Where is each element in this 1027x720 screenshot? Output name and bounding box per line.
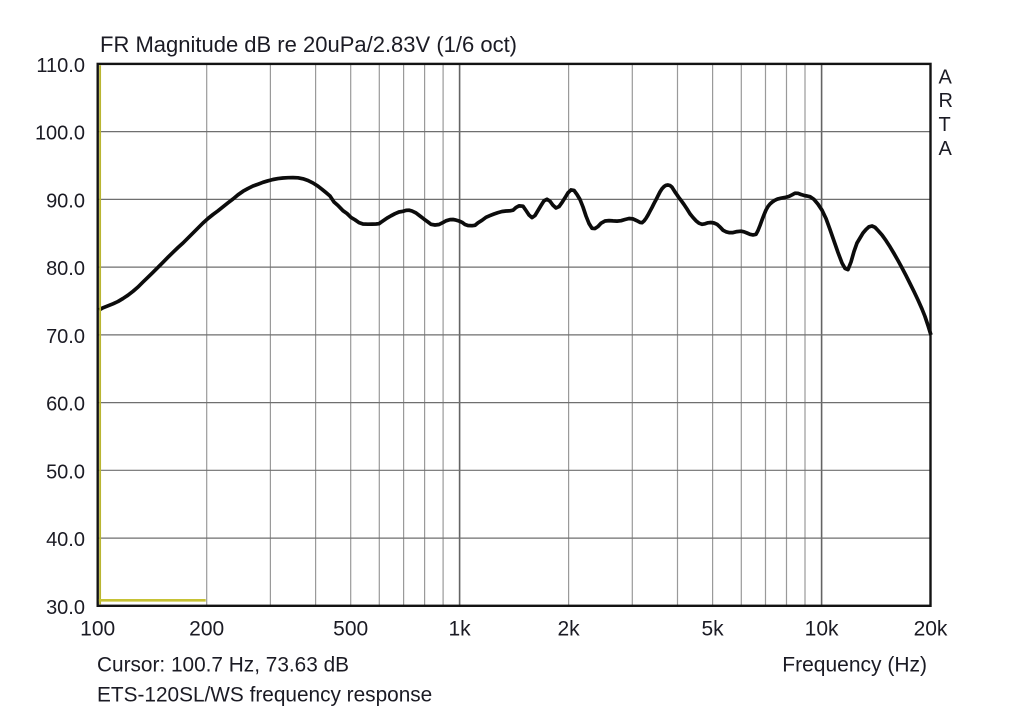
svg-text:5k: 5k	[702, 618, 725, 641]
svg-text:2k: 2k	[558, 618, 581, 641]
svg-text:T: T	[939, 114, 951, 136]
svg-text:70.0: 70.0	[46, 326, 85, 348]
svg-text:Cursor: 100.7 Hz, 73.63 dB: Cursor: 100.7 Hz, 73.63 dB	[97, 654, 349, 677]
svg-text:FR Magnitude dB re 20uPa/2.83V: FR Magnitude dB re 20uPa/2.83V (1/6 oct)	[100, 32, 517, 57]
svg-text:30.0: 30.0	[46, 597, 85, 619]
svg-text:60.0: 60.0	[46, 394, 85, 416]
svg-text:50.0: 50.0	[46, 461, 85, 483]
svg-text:20k: 20k	[914, 618, 948, 641]
svg-text:R: R	[939, 90, 953, 112]
svg-text:10k: 10k	[805, 618, 839, 641]
svg-text:40.0: 40.0	[46, 529, 85, 551]
svg-text:110.0: 110.0	[36, 55, 85, 77]
svg-text:200: 200	[189, 618, 224, 641]
svg-text:1k: 1k	[449, 618, 472, 641]
svg-text:Frequency (Hz): Frequency (Hz)	[782, 654, 927, 677]
svg-text:ETS-120SL/WS frequency respons: ETS-120SL/WS frequency response	[97, 684, 432, 707]
svg-text:90.0: 90.0	[46, 190, 85, 212]
svg-text:100: 100	[80, 618, 115, 641]
svg-text:A: A	[939, 138, 953, 160]
svg-text:A: A	[939, 66, 953, 88]
svg-text:500: 500	[333, 618, 368, 641]
svg-text:100.0: 100.0	[35, 123, 85, 145]
svg-text:80.0: 80.0	[46, 258, 85, 280]
